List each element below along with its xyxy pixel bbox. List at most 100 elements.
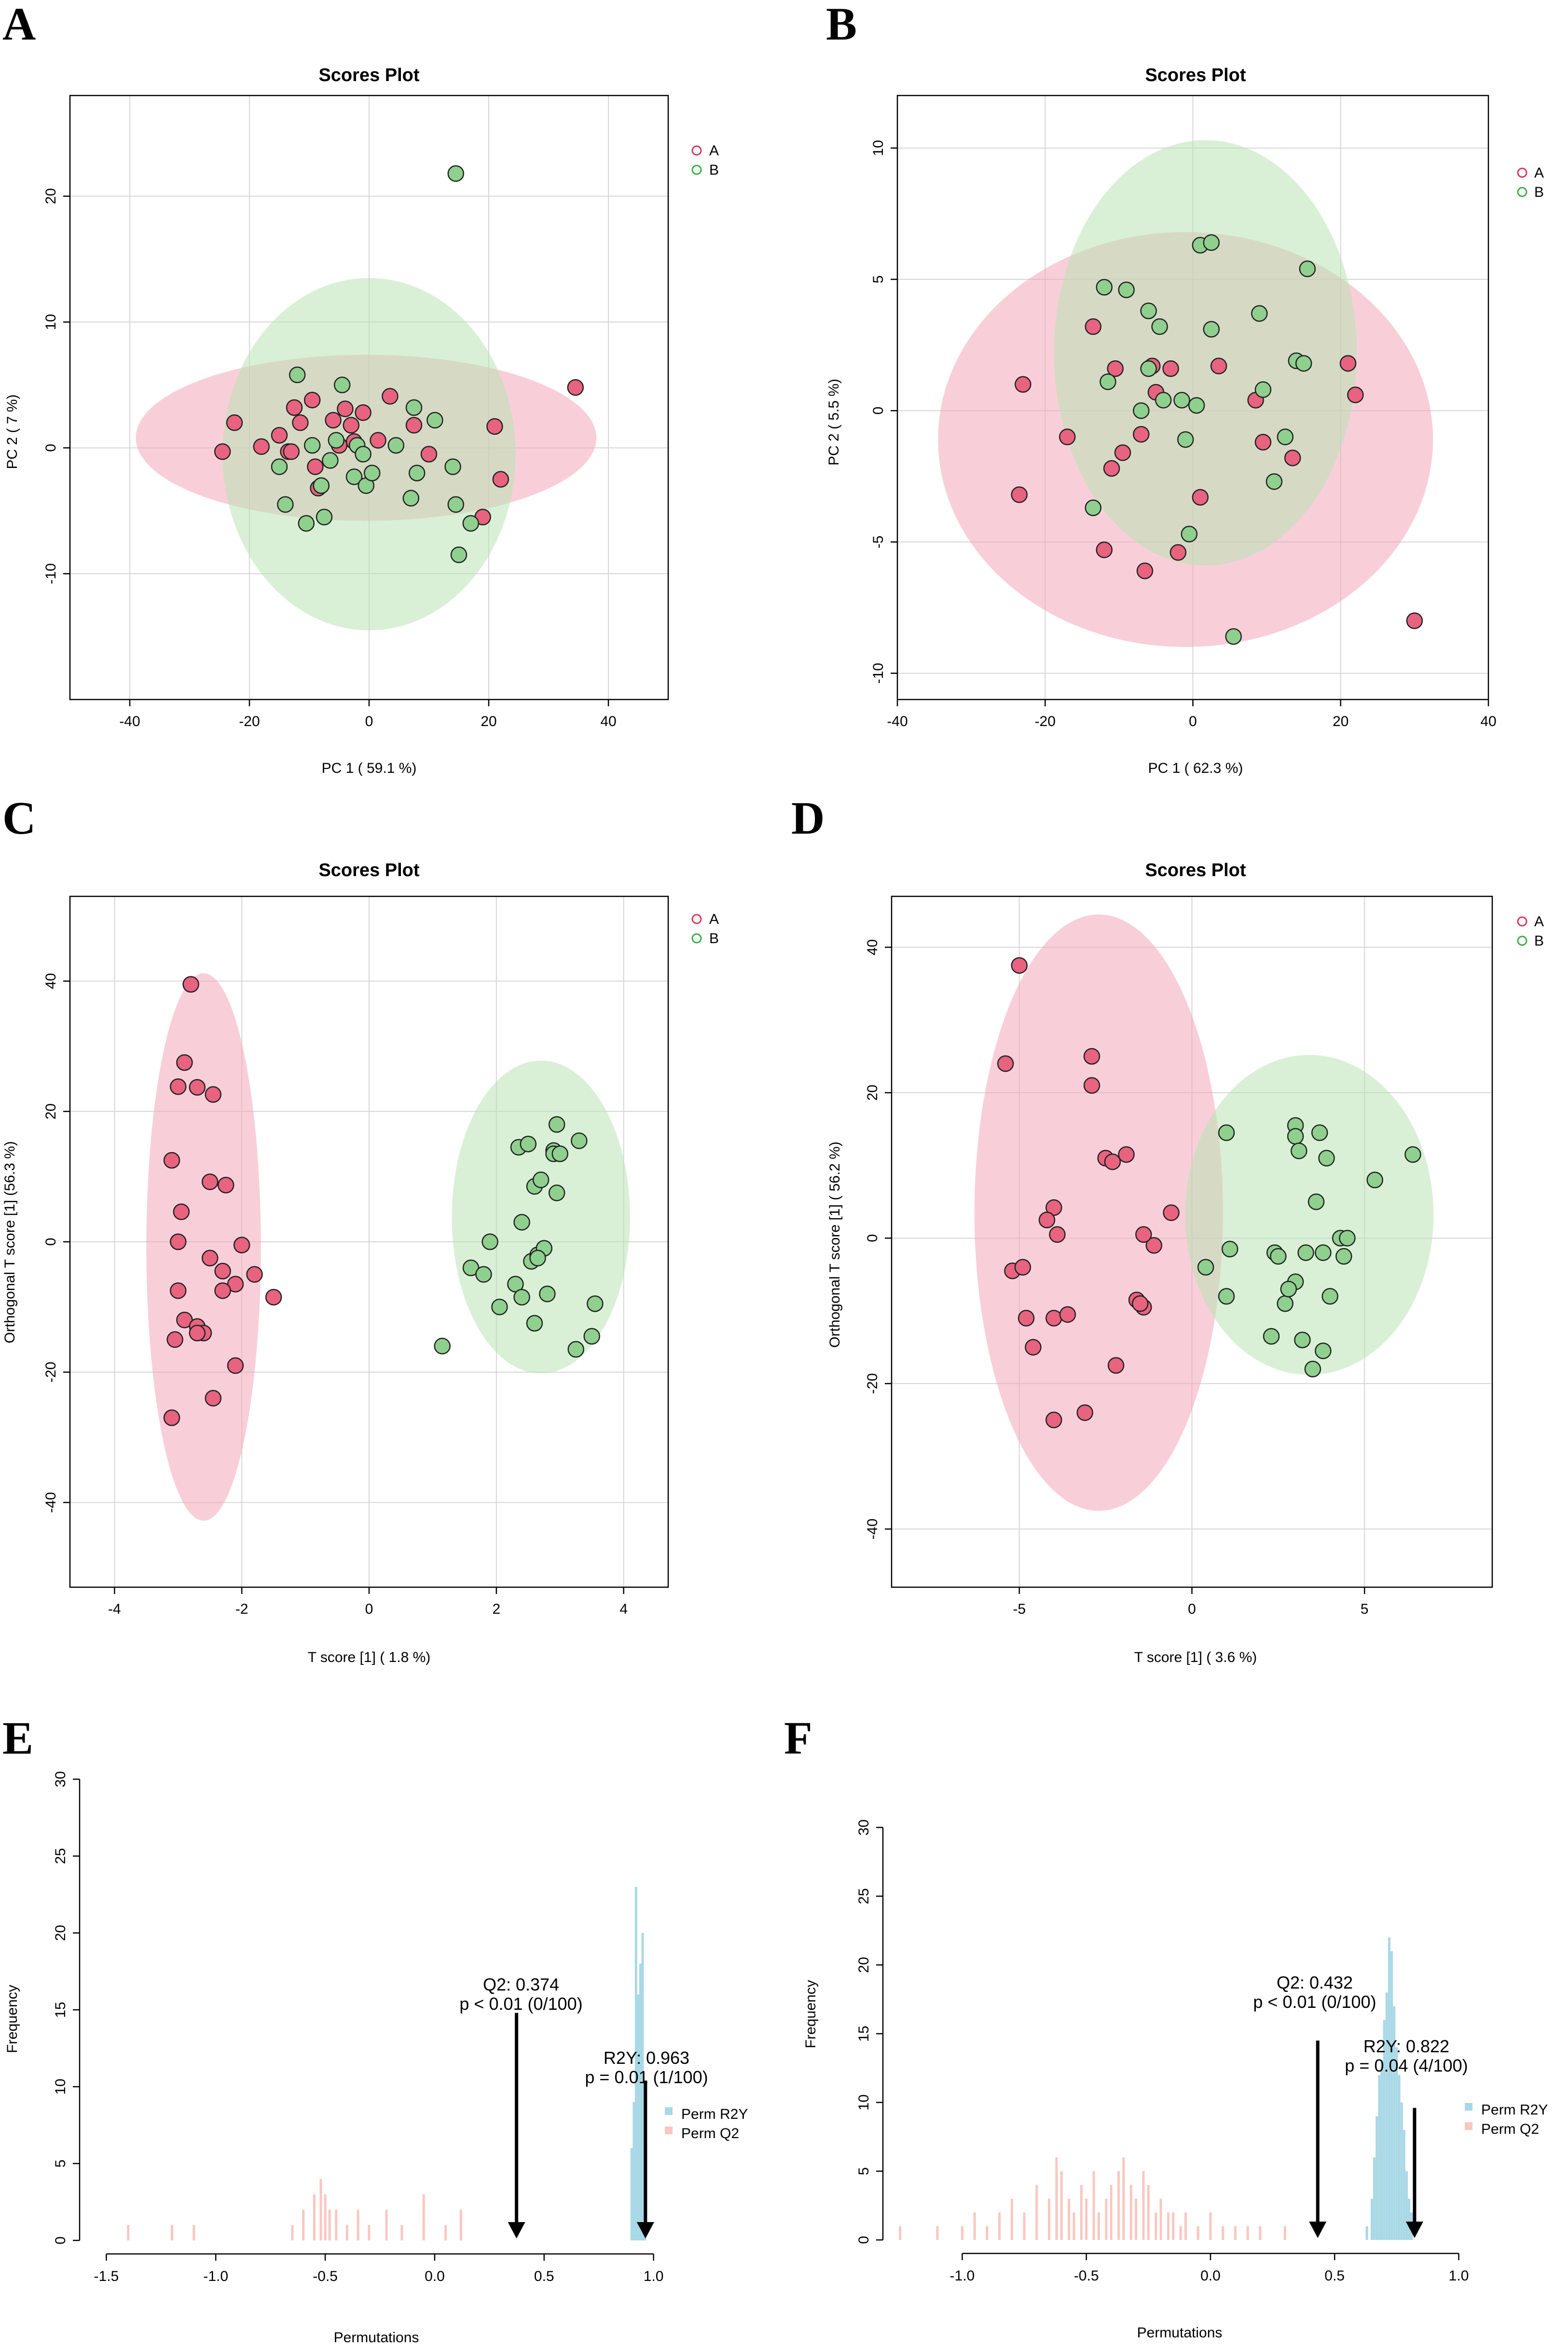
panel-letter-b: B <box>826 0 857 50</box>
panel-d: -5 0 5 -40 -20 0 20 40 D Scores Plot T score [1… <box>791 792 1544 1665</box>
y-tick-label: -10 <box>870 663 886 684</box>
data-point-a <box>1045 1310 1062 1327</box>
data-point-a <box>1162 360 1179 377</box>
y-axis-label: PC 2 ( 7 %) <box>4 394 20 469</box>
data-point-b <box>1221 1240 1238 1258</box>
perm-q2-bar <box>1155 2212 1157 2240</box>
data-point-b <box>1173 392 1190 409</box>
perm-q2-bar <box>1092 2171 1095 2240</box>
data-point-b <box>1140 360 1157 377</box>
data-point-b <box>1297 1244 1314 1261</box>
data-point-b <box>447 165 465 182</box>
data-point-a <box>1163 1204 1180 1221</box>
y-tick-label: -5 <box>870 536 886 549</box>
x-tick-label: -1.0 <box>950 2268 975 2284</box>
data-point-a <box>173 1203 190 1221</box>
q2-annotation-pvalue: p < 0.01 (0/100) <box>459 1994 582 2014</box>
data-point-b <box>567 1341 584 1358</box>
data-point-b <box>1133 402 1150 419</box>
perm-q2-bar <box>302 2210 305 2240</box>
data-point-a <box>170 1282 187 1299</box>
perm-q2-bar <box>1259 2226 1262 2240</box>
legend-swatch-perm-q2 <box>665 2127 673 2134</box>
perm-q2-bar <box>1209 2212 1212 2240</box>
x-tick-label: 4 <box>619 1601 628 1617</box>
data-point-b <box>1151 318 1168 335</box>
data-point-b <box>1140 302 1157 319</box>
data-point-a <box>189 1079 206 1096</box>
data-point-b <box>345 468 363 485</box>
data-point-b <box>328 432 345 449</box>
legend-label-perm-r2y: Perm R2Y <box>1481 2102 1548 2118</box>
x-tick-label: -0.5 <box>1074 2268 1099 2284</box>
perm-r2y-bar <box>1403 2130 1405 2240</box>
data-point-a <box>1038 1211 1056 1229</box>
data-point-b <box>1304 1360 1321 1378</box>
data-point-a <box>567 379 584 396</box>
y-tick-label: 20 <box>865 1085 880 1100</box>
data-point-a <box>1118 1146 1135 1163</box>
q2-annotation-label: Q2: 0.374 <box>483 1975 559 1994</box>
data-point-a <box>1114 444 1131 461</box>
confidence-ellipse-b <box>1054 140 1357 566</box>
data-point-a <box>486 418 503 435</box>
data-point-a <box>1076 1404 1093 1421</box>
data-point-b <box>1295 355 1312 372</box>
perm-q2-bar <box>1035 2185 1038 2240</box>
confidence-ellipse-a <box>146 973 261 1521</box>
perm-q2-bar <box>1055 2157 1058 2240</box>
data-point-a <box>214 1282 231 1299</box>
y-axis-label: Orthogonal T score [1] ( 56.2 %) <box>827 1141 843 1347</box>
y-tick-label: 0 <box>870 407 886 415</box>
panel-a: -40 -20 0 20 40 -10 0 10 20 A Scores Plot PC 1 (… <box>2 0 719 776</box>
y-tick-label: 20 <box>43 1103 59 1119</box>
data-point-a <box>370 432 386 449</box>
perm-q2-bar <box>1172 2212 1175 2240</box>
data-point-a <box>1011 486 1028 503</box>
data-point-b <box>271 458 288 475</box>
x-axis-label: T score [1] ( 3.6 %) <box>1134 1649 1257 1665</box>
legend-label-b: B <box>1534 184 1544 200</box>
perm-q2-bar <box>1246 2226 1249 2240</box>
data-point-a <box>1145 1237 1163 1254</box>
x-tick-label: 20 <box>481 714 496 729</box>
perm-r2y-bar <box>1393 2006 1396 2240</box>
confidence-ellipse-a <box>974 914 1223 1511</box>
legend-label-b: B <box>1534 933 1544 949</box>
data-point-b <box>1291 1142 1307 1159</box>
legend-label-a: A <box>1534 914 1544 930</box>
perm-q2-bar <box>291 2225 294 2240</box>
perm-q2-bar <box>385 2210 388 2240</box>
data-point-a <box>337 400 354 417</box>
perm-q2-bar <box>193 2225 195 2240</box>
data-point-b <box>539 1285 556 1303</box>
data-point-a <box>292 414 309 431</box>
y-tick-label: 10 <box>856 2094 872 2110</box>
data-point-a <box>1059 1306 1076 1323</box>
data-point-b <box>1321 1288 1338 1305</box>
y-tick-label: 0 <box>43 1238 59 1246</box>
x-tick-label: -1.5 <box>94 2268 119 2284</box>
x-tick-label: 5 <box>1361 1601 1369 1617</box>
perm-q2-bar <box>1167 2212 1169 2240</box>
data-point-a <box>382 388 399 405</box>
perm-r2y-bar <box>1378 2075 1381 2240</box>
perm-q2-bar <box>1222 2226 1224 2240</box>
y-tick-label: 20 <box>53 1925 69 1941</box>
data-point-a <box>1049 1226 1066 1243</box>
x-tick-label: 0 <box>365 1601 373 1617</box>
x-tick-label: 0 <box>1189 714 1197 729</box>
legend-label-perm-r2y: Perm R2Y <box>681 2106 748 2122</box>
data-point-b <box>571 1132 588 1149</box>
data-point-b <box>1315 1342 1332 1359</box>
data-point-b <box>1197 1259 1214 1276</box>
perm-q2-bar <box>1234 2226 1237 2240</box>
data-point-b <box>548 1184 565 1201</box>
data-point-a <box>214 1263 231 1280</box>
y-tick-label: -10 <box>43 563 59 584</box>
y-tick-label: 0 <box>865 1234 880 1242</box>
data-point-b <box>1280 1280 1297 1298</box>
data-point-b <box>1181 525 1198 543</box>
data-point-a <box>355 404 371 421</box>
